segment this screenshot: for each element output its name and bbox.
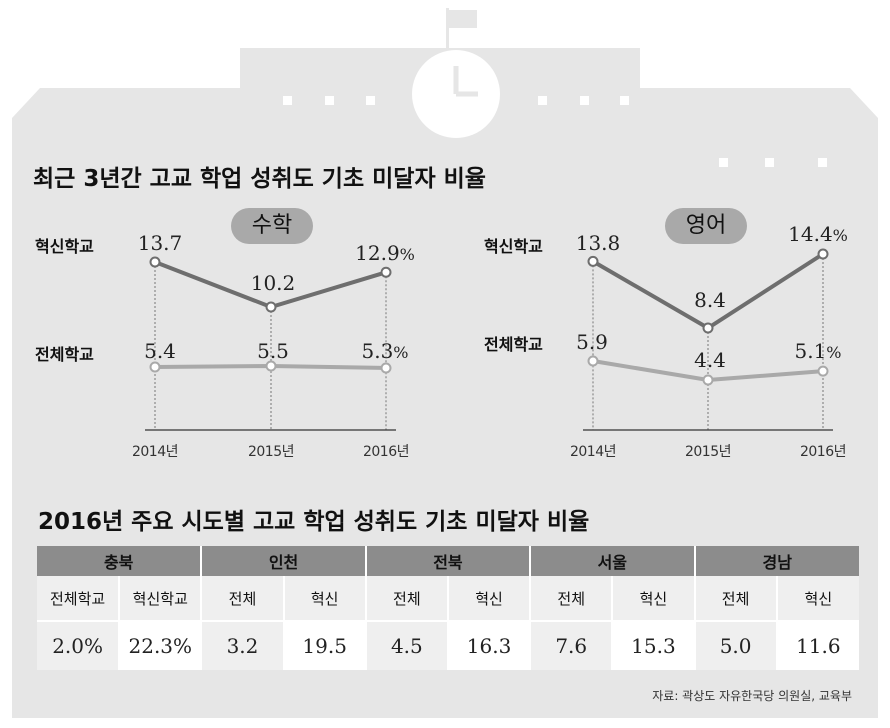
table-title: 2016년 주요 시도별 고교 학업 성취도 기초 미달자 비율	[38, 509, 590, 535]
table-cell: 11.6	[775, 621, 859, 670]
source-note: 자료: 곽상도 자유한국당 의원실, 교육부	[652, 689, 852, 703]
region-header: 전북	[364, 546, 531, 576]
data-point	[587, 355, 599, 367]
region-header: 서울	[529, 546, 695, 576]
table-subheader-row: 전체학교 혁신학교 전체 혁신 전체 혁신 전체 혁신 전체 혁신	[37, 576, 859, 622]
english-all-label: 전체학교	[484, 335, 543, 354]
x-tick-label: 2016년	[362, 444, 410, 460]
data-label: 4.4	[694, 348, 726, 372]
data-point	[149, 361, 161, 373]
table-cell: 19.5	[282, 621, 366, 670]
x-tick-label: 2014년	[131, 444, 179, 460]
region-header: 경남	[693, 546, 859, 576]
clock-icon	[412, 50, 500, 138]
data-label: 14.4%	[788, 222, 848, 246]
sub-header: 혁신	[775, 576, 859, 622]
data-point	[380, 266, 392, 278]
x-tick-label: 2015년	[247, 444, 295, 460]
sub-header: 혁신학교	[118, 576, 202, 622]
data-point	[265, 301, 277, 313]
flag-icon	[446, 8, 477, 64]
region-header: 충북	[37, 546, 202, 576]
data-label: 5.1%	[794, 339, 842, 363]
data-label: 5.5	[257, 339, 289, 363]
data-label: 12.9%	[355, 241, 415, 265]
data-point	[149, 256, 161, 268]
table-cell: 22.3%	[118, 621, 202, 670]
data-point	[817, 365, 829, 377]
sub-header: 전체	[529, 576, 613, 622]
table-cell: 4.5	[364, 621, 448, 670]
sub-header: 혁신	[611, 576, 695, 622]
sub-header: 전체	[364, 576, 448, 622]
sub-header: 혁신	[282, 576, 366, 622]
data-point	[702, 374, 714, 386]
data-label: 10.2	[250, 271, 296, 295]
math-chart	[145, 256, 396, 431]
data-label: 5.3%	[361, 339, 409, 363]
table-cell: 7.6	[529, 621, 613, 670]
english-innovation-label: 혁신학교	[484, 237, 543, 256]
math-innovation-label: 혁신학교	[35, 237, 94, 256]
x-tick-label: 2015년	[684, 444, 732, 460]
table-cell: 2.0%	[37, 621, 120, 670]
math-subject-label: 수학	[231, 208, 313, 244]
x-tick-label: 2014년	[569, 444, 617, 460]
data-point	[587, 255, 599, 267]
english-chart	[583, 248, 833, 431]
table-cell: 16.3	[446, 621, 531, 670]
table-header-row: 충북 인천 전북 서울 경남	[37, 546, 859, 576]
data-point	[380, 362, 392, 374]
region-header: 인천	[200, 546, 366, 576]
math-all-label: 전체학교	[35, 345, 94, 364]
data-label: 5.9	[576, 330, 608, 354]
data-point	[702, 322, 714, 334]
sub-header: 전체	[200, 576, 284, 622]
data-label: 8.4	[694, 288, 726, 312]
sub-header: 전체학교	[37, 576, 120, 622]
sub-header: 혁신	[446, 576, 531, 622]
x-tick-label: 2016년	[799, 444, 847, 460]
english-subject-label: 영어	[665, 208, 747, 244]
sub-header: 전체	[693, 576, 777, 622]
table-cell: 5.0	[693, 621, 777, 670]
data-label: 13.7	[137, 231, 183, 255]
table-cell: 15.3	[611, 621, 695, 670]
region-table: 충북 인천 전북 서울 경남 전체학교 혁신학교 전체 혁신 전체 혁신 전체 …	[37, 546, 859, 670]
data-point	[265, 360, 277, 372]
data-label: 5.4	[144, 339, 176, 363]
chart-title: 최근 3년간 고교 학업 성취도 기초 미달자 비율	[33, 166, 486, 192]
data-point	[817, 248, 829, 260]
table-cell: 3.2	[200, 621, 284, 670]
table-row: 2.0% 22.3% 3.2 19.5 4.5 16.3 7.6 15.3 5.…	[37, 621, 859, 670]
data-label: 13.8	[575, 231, 621, 255]
